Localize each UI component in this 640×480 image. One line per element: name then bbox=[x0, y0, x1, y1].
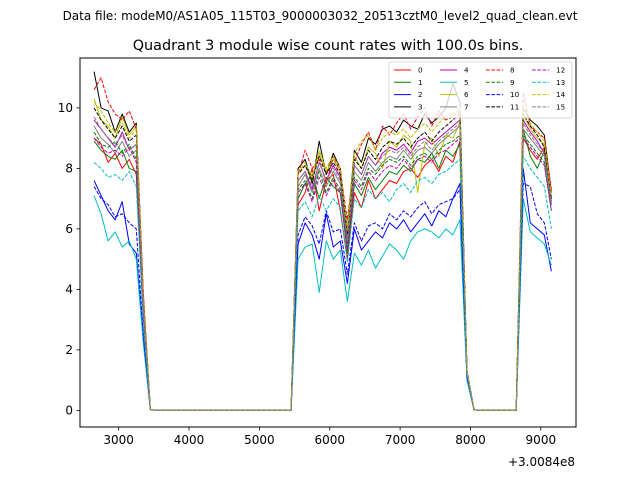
legend-label-5: 5 bbox=[464, 78, 469, 87]
plot-lines bbox=[93, 71, 552, 411]
y-tick-label: 8 bbox=[65, 162, 73, 176]
figure-suptitle: Data file: modeM0/AS1A05_115T03_90000030… bbox=[63, 9, 578, 23]
legend-label-4: 4 bbox=[464, 66, 469, 75]
x-tick-label: 9000 bbox=[526, 433, 557, 447]
y-tick-label: 10 bbox=[58, 101, 73, 115]
legend-label-14: 14 bbox=[556, 90, 566, 99]
legend-label-15: 15 bbox=[556, 102, 565, 111]
y-axis: 0 2 4 6 8 10 bbox=[58, 101, 80, 418]
legend-label-7: 7 bbox=[464, 102, 469, 111]
legend-label-8: 8 bbox=[510, 66, 515, 75]
legend-label-0: 0 bbox=[418, 66, 423, 75]
legend-label-6: 6 bbox=[464, 90, 469, 99]
x-tick-label: 4000 bbox=[174, 433, 205, 447]
legend-label-13: 13 bbox=[556, 78, 565, 87]
axes-frame bbox=[79, 57, 577, 428]
legend-label-3: 3 bbox=[418, 102, 423, 111]
legend-label-12: 12 bbox=[556, 66, 565, 75]
legend-box bbox=[388, 61, 573, 119]
legend-label-2: 2 bbox=[418, 90, 423, 99]
x-offset-label: +3.0084e8 bbox=[508, 455, 575, 469]
x-axis: 3000 4000 5000 6000 7000 8000 9000 bbox=[103, 427, 556, 447]
legend-label-11: 11 bbox=[510, 102, 519, 111]
chart-title: Quadrant 3 module wise count rates with … bbox=[133, 38, 524, 54]
y-tick-label: 4 bbox=[65, 283, 73, 297]
x-tick-label: 8000 bbox=[455, 433, 486, 447]
y-tick-label: 0 bbox=[65, 404, 73, 418]
series-line-12 bbox=[93, 137, 552, 411]
x-tick-label: 5000 bbox=[244, 433, 275, 447]
y-tick-label: 2 bbox=[65, 343, 73, 357]
x-tick-label: 3000 bbox=[103, 433, 134, 447]
x-tick-label: 6000 bbox=[314, 433, 345, 447]
y-tick-label: 6 bbox=[65, 222, 73, 236]
legend-label-10: 10 bbox=[510, 90, 520, 99]
series-line-15 bbox=[93, 116, 552, 411]
legend-label-1: 1 bbox=[418, 78, 423, 87]
x-tick-label: 7000 bbox=[385, 433, 416, 447]
legend-label-9: 9 bbox=[510, 78, 515, 87]
